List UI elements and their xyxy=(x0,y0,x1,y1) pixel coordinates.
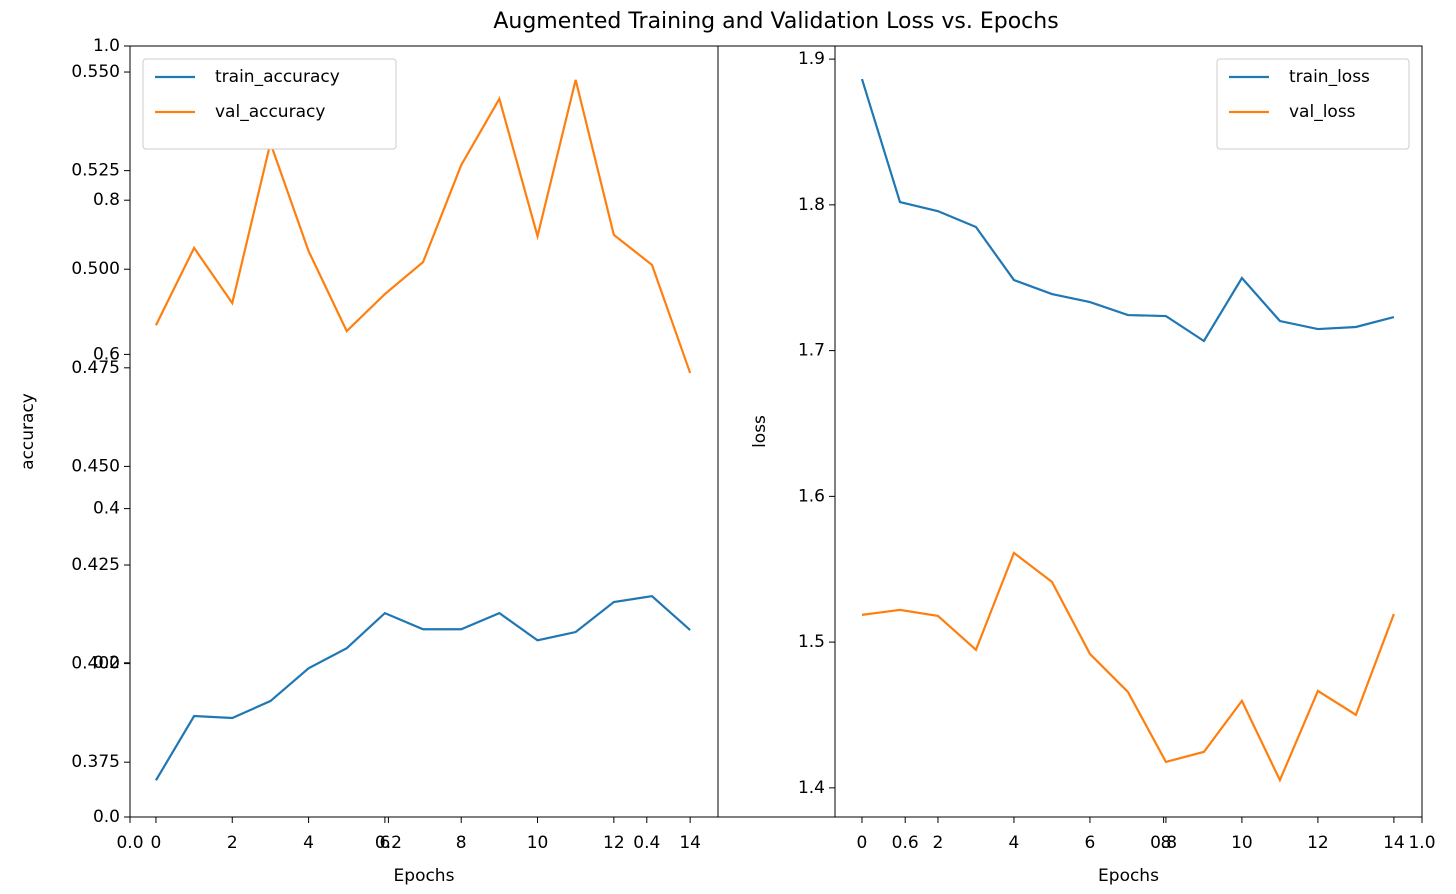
y-tick-label: 0.450 xyxy=(71,456,120,476)
y-tick-label: 0.550 xyxy=(71,62,120,82)
legend-label: val_accuracy xyxy=(215,102,325,122)
chart-title: Augmented Training and Validation Loss v… xyxy=(493,9,1058,34)
y-tick-label: 0.500 xyxy=(71,259,120,279)
x-tick-label: 0.2 xyxy=(375,833,402,853)
x-tick-label: 8 xyxy=(1161,833,1172,853)
legend-label: val_loss xyxy=(1289,102,1356,122)
x-tick-label: 14 xyxy=(1383,833,1405,853)
y-tick-label: 1.8 xyxy=(798,195,825,215)
y-tick-label: 0.525 xyxy=(71,161,120,181)
x-tick-label: 1.0 xyxy=(1408,833,1435,853)
x-tick-label: 0.6 xyxy=(892,833,919,853)
plot-area xyxy=(834,45,1423,818)
legend-label: train_loss xyxy=(1289,67,1370,87)
x-tick-label: 0.0 xyxy=(116,833,143,853)
y-tick-label: 1.4 xyxy=(798,778,825,798)
x-tick-label: 10 xyxy=(527,833,549,853)
legend-label: train_accuracy xyxy=(215,67,340,87)
y-tick-label: 1.7 xyxy=(798,341,825,361)
x-tick-label: 2 xyxy=(227,833,238,853)
legend-box xyxy=(1216,58,1410,150)
x-tick-label: 0 xyxy=(857,833,868,853)
y-tick-label: 0.425 xyxy=(71,555,120,575)
x-tick-label: 10 xyxy=(1231,833,1253,853)
x-tick-label: 6 xyxy=(379,833,390,853)
line-series xyxy=(154,79,692,374)
y-tick-label: 0.4 xyxy=(93,499,120,519)
y-tick-label: 0.0 xyxy=(93,807,120,827)
x-tick-label: 12 xyxy=(1307,833,1329,853)
line-series xyxy=(861,551,1395,783)
x-tick-label: 0.8 xyxy=(1150,833,1177,853)
x-tick-label: 0 xyxy=(151,833,162,853)
y-tick-label: 0.375 xyxy=(71,752,120,772)
x-tick-label: 14 xyxy=(679,833,701,853)
x-tick-label: 8 xyxy=(456,833,467,853)
y-axis-label: loss xyxy=(750,415,770,448)
y-tick-label: 0.400 xyxy=(71,654,120,674)
x-tick-label: 12 xyxy=(603,833,625,853)
line-series xyxy=(155,594,691,781)
x-tick-label: 6 xyxy=(1085,833,1096,853)
x-tick-label: 4 xyxy=(1009,833,1020,853)
plot-area xyxy=(129,45,719,818)
y-tick-label: 0.2 xyxy=(93,653,120,673)
x-axis-label: Epochs xyxy=(1098,866,1159,886)
y-tick-label: 1.0 xyxy=(93,36,120,56)
y-tick-label: 0.475 xyxy=(71,358,120,378)
y-tick-label: 1.6 xyxy=(798,486,825,506)
y-tick-label: 1.9 xyxy=(798,49,825,69)
y-axis-label: accuracy xyxy=(18,393,38,470)
x-tick-label: 0.4 xyxy=(633,833,660,853)
x-tick-label: 2 xyxy=(933,833,944,853)
y-tick-label: 0.6 xyxy=(93,344,120,364)
y-tick-label: 0.8 xyxy=(93,190,120,210)
y-tick-label: 1.5 xyxy=(798,632,825,652)
legend-box xyxy=(142,58,397,150)
x-tick-label: 4 xyxy=(303,833,314,853)
line-series xyxy=(860,78,1395,343)
x-axis-label: Epochs xyxy=(394,866,455,886)
